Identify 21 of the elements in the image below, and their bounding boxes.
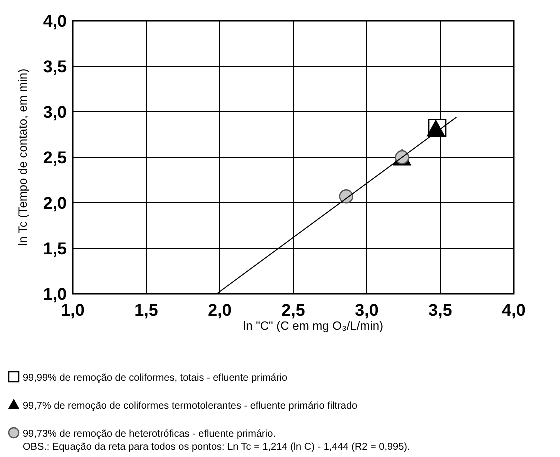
y-tick-label: 1,0 — [43, 285, 67, 304]
x-tick-label: 4,0 — [502, 301, 526, 320]
point — [339, 190, 354, 204]
x-tick-label: 2,0 — [208, 301, 232, 320]
y-tick-label: 3,5 — [43, 58, 67, 76]
y-tick-label: 2,5 — [43, 148, 67, 168]
x-tick-label: 1,5 — [134, 301, 158, 320]
text: OBS.: Equação da reta para todos os pontos: Ln Tc = 1,214 (ln C) - 1,444 (R2 = 0,995). — [23, 442, 410, 453]
x-tick-label: 1,0 — [61, 301, 85, 320]
x-tick-label: 3,0 — [355, 301, 379, 320]
y-tick-label: 3,0 — [43, 103, 67, 122]
y-tick-label: 4,0 — [43, 12, 67, 31]
y-tick-label: 1,5 — [43, 240, 67, 258]
y-tick-label: 2,0 — [43, 194, 67, 213]
legend-label: 99,7% de remoção de coliformes termotolerantes - efluente primário filtrado — [23, 401, 358, 412]
x-tick-label: 3,5 — [428, 301, 452, 320]
x-axis-title: ln "C" (C em mg O₃/L/min) — [243, 319, 384, 333]
legend-label: 99,73% de remoção de heterotróficas - efluente primário. — [23, 429, 276, 440]
legend-label: 99,99% de remoção de coliformes, totais - efluente primário — [23, 373, 288, 384]
x-tick-label: 2,5 — [282, 301, 306, 320]
y-axis-title: ln Tc (Tempo de contato, em min) — [16, 68, 30, 246]
